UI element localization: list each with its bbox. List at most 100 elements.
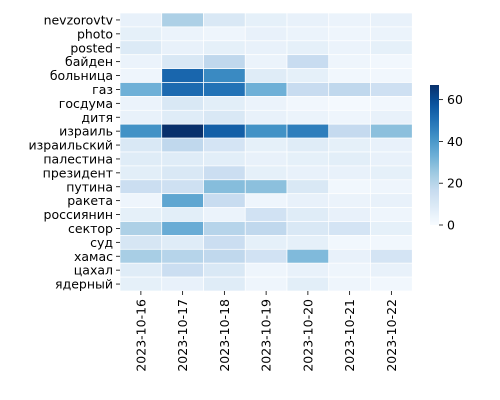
heatmap-cell-photo-2023-10-22 <box>370 26 413 42</box>
heatmap-cell-израильский-2023-10-22 <box>370 137 413 153</box>
heatmap-cell-израиль-2023-10-16 <box>119 123 163 139</box>
heatmap-cell-photo-2023-10-16 <box>119 26 163 42</box>
row-tick-label: палестина <box>43 151 113 166</box>
heatmap-cell-суд-2023-10-18 <box>203 235 246 250</box>
heatmap-cell-цахал-2023-10-19 <box>244 262 288 278</box>
heatmap-cell-сектор-2023-10-19 <box>244 221 288 236</box>
row-tick-label: ракета <box>67 193 113 208</box>
heatmap-cell-байден-2023-10-22 <box>370 54 413 69</box>
heatmap-cell-байден-2023-10-20 <box>286 54 330 69</box>
heatmap-cell-госдума-2023-10-21 <box>328 96 371 111</box>
heatmap-cell-израильский-2023-10-20 <box>286 137 330 153</box>
heatmap-cell-путина-2023-10-16 <box>119 179 163 195</box>
heatmap-cell-photo-2023-10-19 <box>244 26 288 42</box>
heatmap-cell-photo-2023-10-20 <box>286 26 330 42</box>
heatmap-cell-президент-2023-10-22 <box>370 165 413 181</box>
heatmap-cell-хамас-2023-10-19 <box>244 248 288 264</box>
heatmap-cell-госдума-2023-10-18 <box>203 96 246 111</box>
colorbar-gradient <box>430 85 439 225</box>
column-tick-label: 2023-10-20 <box>300 299 315 372</box>
heatmap-cell-россиянин-2023-10-19 <box>244 207 288 222</box>
heatmap-cell-госдума-2023-10-16 <box>119 96 163 111</box>
heatmap-cell-хамас-2023-10-16 <box>119 248 163 264</box>
heatmap-cell-госдума-2023-10-19 <box>244 96 288 111</box>
row-tick-label: байден <box>65 54 113 69</box>
heatmap-cell-госдума-2023-10-22 <box>370 96 413 111</box>
row-tick-label: госдума <box>59 96 113 111</box>
heatmap-cell-газ-2023-10-21 <box>328 82 371 97</box>
heatmap-cell-газ-2023-10-18 <box>203 82 246 97</box>
heatmap-cell-хамас-2023-10-17 <box>161 248 204 264</box>
heatmap-cell-nevzorovtv-2023-10-21 <box>328 12 371 28</box>
heatmap-cell-хамас-2023-10-21 <box>328 248 371 264</box>
heatmap-cell-израиль-2023-10-20 <box>286 123 330 139</box>
heatmap-cell-цахал-2023-10-20 <box>286 262 330 278</box>
heatmap-cell-ракета-2023-10-22 <box>370 193 413 208</box>
heatmap-cell-ракета-2023-10-16 <box>119 193 163 208</box>
heatmap-cell-ракета-2023-10-18 <box>203 193 246 208</box>
heatmap-cell-хамас-2023-10-18 <box>203 248 246 264</box>
heatmap-cell-цахал-2023-10-18 <box>203 262 246 278</box>
row-tick-label: путина <box>66 179 113 194</box>
heatmap-cell-ядерный-2023-10-17 <box>161 276 204 292</box>
heatmap-cell-дитя-2023-10-18 <box>203 109 246 125</box>
colorbar-tick-label: 20 <box>447 176 463 191</box>
heatmap-cell-суд-2023-10-21 <box>328 235 371 250</box>
column-tick-label: 2023-10-19 <box>259 299 274 372</box>
heatmap-cell-posted-2023-10-20 <box>286 40 330 56</box>
heatmap-cell-posted-2023-10-16 <box>119 40 163 56</box>
heatmap-cell-дитя-2023-10-20 <box>286 109 330 125</box>
heatmap-cell-израиль-2023-10-22 <box>370 123 413 139</box>
heatmap-cell-больница-2023-10-17 <box>161 68 204 83</box>
heatmap-cell-россиянин-2023-10-22 <box>370 207 413 222</box>
column-tick-label: 2023-10-17 <box>175 299 190 372</box>
heatmap-cell-хамас-2023-10-20 <box>286 248 330 264</box>
heatmap-cell-дитя-2023-10-16 <box>119 109 163 125</box>
colorbar-tick-label: 60 <box>447 92 463 107</box>
heatmap-cell-суд-2023-10-17 <box>161 235 204 250</box>
heatmap-cell-цахал-2023-10-17 <box>161 262 204 278</box>
heatmap-cell-сектор-2023-10-16 <box>119 221 163 236</box>
colorbar-tick-label: 0 <box>447 218 455 233</box>
column-tick-label: 2023-10-16 <box>133 299 148 372</box>
column-tick-label: 2023-10-22 <box>384 299 399 372</box>
heatmap-cell-президент-2023-10-21 <box>328 165 371 181</box>
heatmap-cell-photo-2023-10-21 <box>328 26 371 42</box>
heatmap-cell-цахал-2023-10-22 <box>370 262 413 278</box>
heatmap-cell-сектор-2023-10-20 <box>286 221 330 236</box>
row-tick-label: россиянин <box>44 207 113 222</box>
heatmap-cell-ядерный-2023-10-22 <box>370 276 413 292</box>
heatmap-cell-posted-2023-10-22 <box>370 40 413 56</box>
heatmap-cell-ядерный-2023-10-20 <box>286 276 330 292</box>
column-tick-label: 2023-10-21 <box>342 299 357 372</box>
heatmap-cell-путина-2023-10-22 <box>370 179 413 195</box>
heatmap-cell-nevzorovtv-2023-10-17 <box>161 12 204 28</box>
heatmap-cell-байден-2023-10-18 <box>203 54 246 69</box>
heatmap-cell-байден-2023-10-19 <box>244 54 288 69</box>
column-tick-labels: 2023-10-16 2023-10-17 2023-10-18 2023-10-19… <box>133 291 399 372</box>
heatmap-cell-суд-2023-10-20 <box>286 235 330 250</box>
heatmap-cell-палестина-2023-10-16 <box>119 151 163 167</box>
heatmap-cell-израиль-2023-10-17 <box>161 123 204 139</box>
heatmap-cell-хамас-2023-10-22 <box>370 248 413 264</box>
heatmap-cell-nevzorovtv-2023-10-19 <box>244 12 288 28</box>
heatmap-cell-палестина-2023-10-17 <box>161 151 204 167</box>
heatmap-cell-президент-2023-10-18 <box>203 165 246 181</box>
heatmap-cell-дитя-2023-10-21 <box>328 109 371 125</box>
heatmap-cell-израильский-2023-10-21 <box>328 137 371 153</box>
column-tick-label: 2023-10-18 <box>217 299 232 372</box>
heatmap-cell-россиянин-2023-10-16 <box>119 207 163 222</box>
row-tick-label: posted <box>70 40 113 55</box>
heatmap-cell-госдума-2023-10-20 <box>286 96 330 111</box>
heatmap-cell-больница-2023-10-19 <box>244 68 288 83</box>
heatmap-cell-сектор-2023-10-21 <box>328 221 371 236</box>
heatmap-cell-палестина-2023-10-20 <box>286 151 330 167</box>
heatmap-cell-цахал-2023-10-21 <box>328 262 371 278</box>
heatmap-cell-nevzorovtv-2023-10-16 <box>119 12 163 28</box>
heatmap-cell-президент-2023-10-16 <box>119 165 163 181</box>
heatmap-cell-дитя-2023-10-17 <box>161 109 204 125</box>
heatmap-cell-цахал-2023-10-16 <box>119 262 163 278</box>
heatmap-cell-израильский-2023-10-19 <box>244 137 288 153</box>
heatmap-cell-posted-2023-10-19 <box>244 40 288 56</box>
row-tick-label: израильский <box>28 138 113 153</box>
